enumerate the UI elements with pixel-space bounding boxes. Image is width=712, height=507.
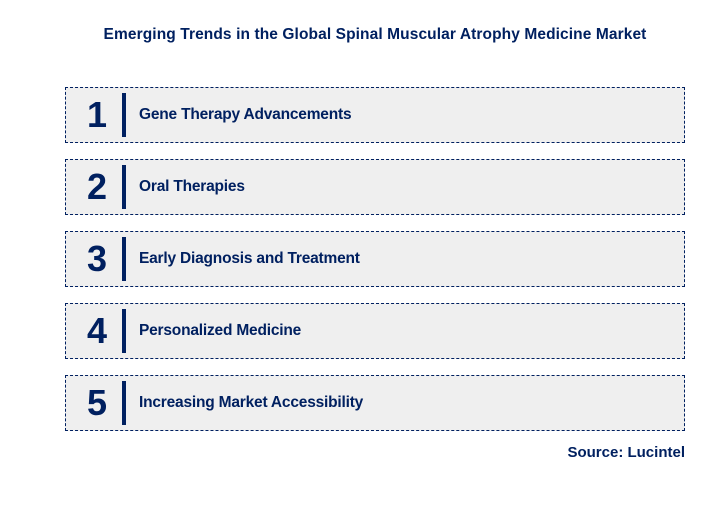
trend-row: 1 Gene Therapy Advancements [65, 87, 685, 143]
trend-number: 5 [86, 382, 108, 423]
divider [122, 237, 126, 281]
trend-number: 4 [86, 310, 108, 351]
trend-row: 3 Early Diagnosis and Treatment [65, 231, 685, 287]
divider [122, 165, 126, 209]
trend-list: 1 Gene Therapy Advancements 2 Oral Thera… [65, 87, 685, 431]
divider [122, 381, 126, 425]
trend-label: Increasing Market Accessibility [139, 394, 364, 411]
divider [122, 309, 126, 353]
trend-row: 5 Increasing Market Accessibility [65, 375, 685, 431]
trend-label: Oral Therapies [139, 178, 245, 195]
trend-row: 2 Oral Therapies [65, 159, 685, 215]
trend-number: 1 [86, 94, 108, 135]
trend-row: 4 Personalized Medicine [65, 303, 685, 359]
page-title: Emerging Trends in the Global Spinal Mus… [103, 26, 647, 43]
trend-label: Gene Therapy Advancements [139, 106, 352, 123]
source-credit: Source: Lucintel [567, 444, 685, 461]
divider [122, 93, 126, 137]
trend-label: Personalized Medicine [139, 322, 302, 339]
trend-number: 3 [86, 238, 108, 279]
trend-label: Early Diagnosis and Treatment [139, 250, 360, 267]
trend-number: 2 [86, 166, 108, 207]
